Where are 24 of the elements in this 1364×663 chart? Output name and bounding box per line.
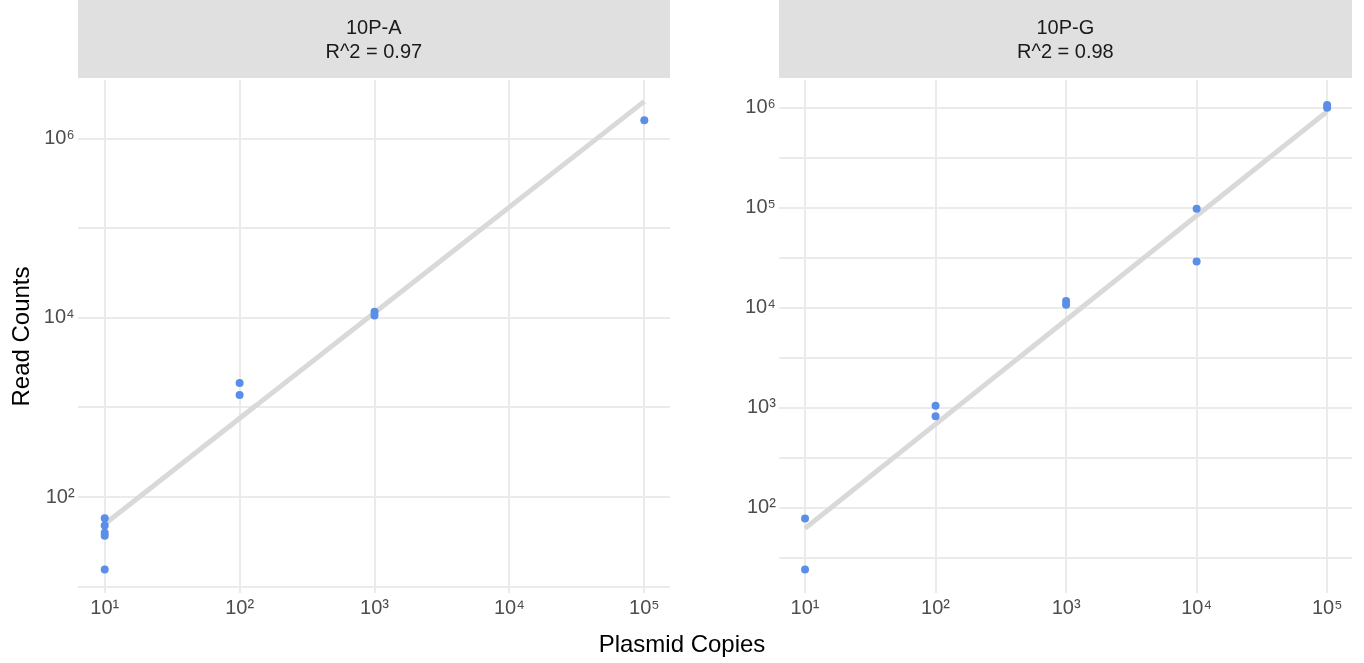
chart-title: 10P-G xyxy=(1035,15,1096,39)
x-tick-label: 10¹ xyxy=(90,595,120,618)
y-tick-label: 10³ xyxy=(746,395,777,418)
y-tick-label: 10⁶ xyxy=(44,126,75,149)
x-tick-label: 10⁵ xyxy=(629,595,660,618)
y-tick-label: 10² xyxy=(45,484,75,507)
chart-subtitle: R^2 = 0.97 xyxy=(324,39,424,63)
x-axis-title: Plasmid Copies xyxy=(597,630,767,658)
chart-title: 10P-A xyxy=(345,15,403,39)
x-tick-label: 10¹ xyxy=(790,595,820,618)
y-tick-label: 10⁴ xyxy=(43,305,75,328)
y-tick-label: 10⁵ xyxy=(745,195,776,218)
y-tick-label: 10⁶ xyxy=(745,95,776,118)
x-tick-label: 10² xyxy=(921,595,951,618)
y-tick-label: 10⁴ xyxy=(745,295,776,318)
x-tick-label: 10⁵ xyxy=(1311,595,1343,618)
x-tick-label: 10³ xyxy=(1051,595,1081,618)
y-tick-label: 10² xyxy=(746,495,777,518)
chart-subtitle: R^2 = 0.98 xyxy=(1016,39,1115,63)
x-tick-label: 10⁴ xyxy=(1181,595,1213,618)
x-tick-label: 10² xyxy=(225,595,255,618)
y-axis-title: Read Counts xyxy=(7,266,35,407)
x-tick-label: 10⁴ xyxy=(494,595,525,618)
x-tick-label: 10³ xyxy=(360,595,390,618)
